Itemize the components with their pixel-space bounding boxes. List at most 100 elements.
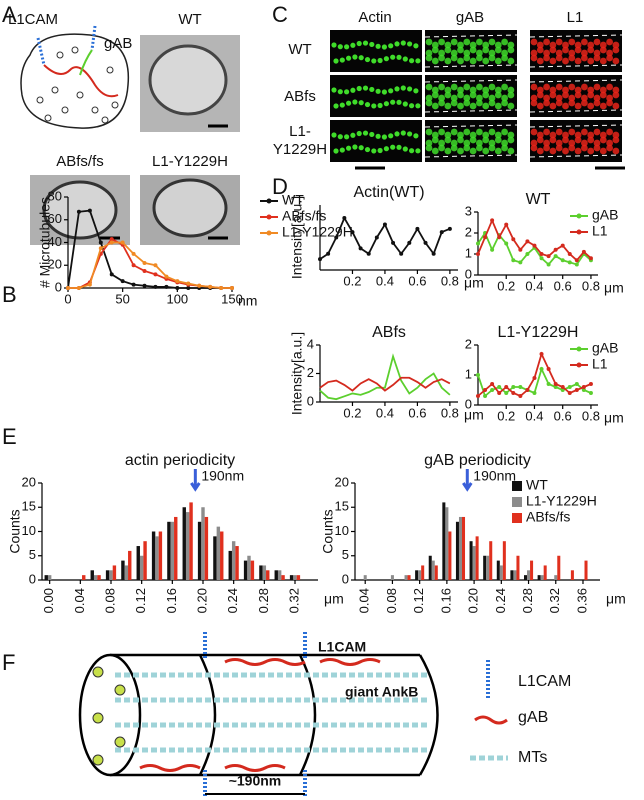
- signal-dot: [530, 94, 538, 102]
- signal-dot: [574, 136, 582, 144]
- y-tick-label: 0: [55, 279, 62, 294]
- panel-label: C: [272, 2, 288, 27]
- signal-dot: [555, 54, 563, 62]
- signal-dot: [549, 102, 557, 110]
- bar: [136, 546, 140, 580]
- signal-dot: [549, 86, 557, 94]
- signal-dot: [543, 49, 550, 57]
- x-unit: μm: [324, 591, 344, 607]
- data-point: [318, 257, 322, 262]
- signal-dot: [362, 40, 369, 46]
- data-point: [560, 385, 565, 389]
- legend-icon: [474, 715, 508, 725]
- signal-dot: [344, 89, 350, 95]
- x-tick-label: 0.4: [525, 408, 543, 423]
- signal-dot: [587, 147, 595, 155]
- signal-dot: [530, 54, 538, 62]
- data-point: [511, 258, 516, 263]
- signal-dot: [606, 94, 613, 102]
- data-point: [87, 282, 92, 287]
- x-tick-label: 0.6: [554, 408, 572, 423]
- bar: [496, 560, 500, 580]
- signal-dot: [574, 46, 582, 54]
- bar: [428, 555, 432, 580]
- signal-dot: [409, 58, 415, 64]
- signal-dot: [463, 144, 471, 152]
- y-axis-label: Intensity[a.u.]: [289, 196, 305, 279]
- x-tick-label: 0.20: [466, 588, 481, 613]
- signal-dot: [431, 41, 439, 49]
- chart-title: actin periodicity: [125, 452, 235, 469]
- x-tick-label: 0.16: [438, 588, 453, 613]
- bar: [220, 531, 224, 580]
- signal-dot: [375, 88, 381, 94]
- signal-dot: [488, 144, 496, 152]
- signal-dot: [549, 147, 557, 155]
- signal-dot: [593, 128, 601, 136]
- fluorescence-images: [330, 30, 623, 162]
- data-point: [518, 385, 523, 389]
- signal-dot: [381, 134, 387, 140]
- annotation-arrow: [190, 469, 201, 492]
- bar: [421, 565, 425, 580]
- signal-dot: [568, 128, 576, 136]
- signal-dot: [413, 133, 419, 139]
- y-tick-label: 0: [342, 571, 349, 586]
- data-point: [66, 286, 70, 290]
- bar: [155, 536, 159, 580]
- signal-dot: [543, 54, 550, 62]
- signal-dot: [494, 57, 502, 65]
- x-tick-label: 0.08: [384, 588, 399, 613]
- signal-dot: [337, 89, 343, 95]
- signal-dot: [425, 139, 433, 147]
- signal-dot: [444, 147, 452, 155]
- y-tick-label: 2: [465, 224, 472, 239]
- y-tick-label: 5: [342, 547, 349, 562]
- annotation-arrow: [462, 469, 473, 492]
- y-tick-label: 1: [465, 245, 472, 260]
- data-point: [197, 283, 202, 288]
- signal-dot: [463, 54, 471, 62]
- signal-dot: [375, 43, 381, 49]
- data-point: [567, 260, 572, 265]
- y-tick-label: 0: [465, 266, 472, 281]
- bar: [274, 570, 278, 580]
- signal-dot: [407, 41, 413, 47]
- x-unit: μm: [606, 591, 626, 607]
- data-point: [546, 262, 551, 267]
- signal-dot: [555, 139, 563, 147]
- signal-dot: [507, 102, 515, 110]
- data-point: [415, 226, 420, 231]
- data-point: [175, 279, 180, 284]
- signal-dot: [494, 131, 502, 139]
- panel-label: B: [2, 282, 17, 307]
- signal-dot: [488, 54, 496, 62]
- data-point: [476, 252, 480, 256]
- data-point: [142, 268, 147, 273]
- spacing-label: ~190nm: [229, 773, 282, 789]
- schematic-label: L1CAM: [8, 11, 58, 28]
- signal-dot: [415, 103, 421, 109]
- signal-dot: [371, 58, 377, 64]
- signal-dot: [371, 103, 377, 109]
- signal-dot: [562, 102, 569, 110]
- em-axon: [152, 178, 228, 238]
- x-tick-label: 0.6: [408, 273, 426, 288]
- bar: [510, 570, 514, 580]
- x-tick-label: 0.04: [72, 588, 87, 613]
- x-tick-label: 0.16: [164, 588, 179, 613]
- bar: [281, 575, 285, 580]
- signal-dot: [438, 99, 445, 107]
- data-point: [326, 251, 331, 256]
- data-point: [382, 222, 387, 227]
- microtubules: [115, 672, 430, 753]
- signal-dot: [507, 136, 515, 144]
- bar: [489, 541, 493, 580]
- signal-dot: [431, 147, 439, 155]
- signal-dot: [356, 85, 362, 92]
- data-point: [131, 251, 136, 256]
- y-tick-label: 15: [22, 499, 36, 514]
- data-point: [588, 391, 593, 395]
- signal-dot: [536, 91, 544, 99]
- data-point: [98, 240, 103, 245]
